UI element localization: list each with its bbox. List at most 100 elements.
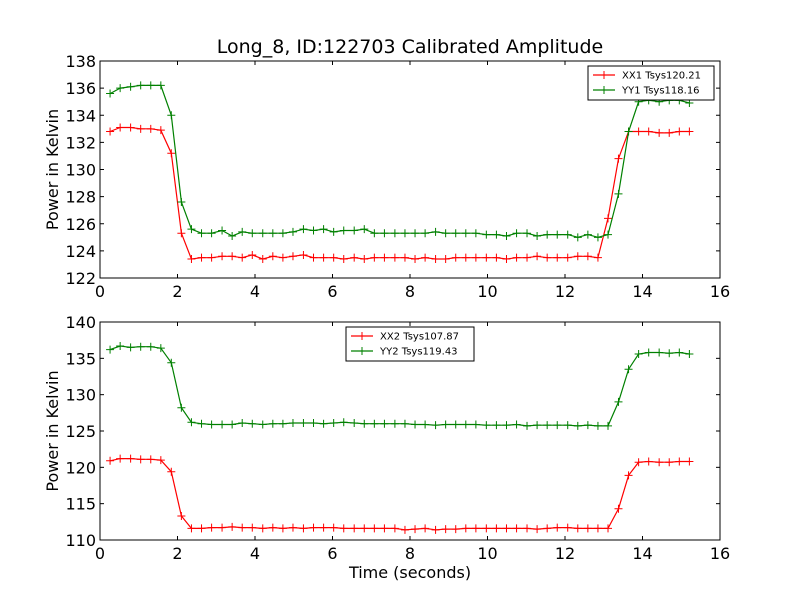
data-point [583,524,592,533]
data-point [106,456,115,465]
data-point [411,229,420,238]
data-point [380,524,389,533]
data-point [675,127,684,136]
data-point [197,419,206,428]
data-point [177,403,186,412]
data-point [218,523,227,532]
data-point [126,454,135,463]
data-point [441,525,450,534]
data-point [400,525,409,534]
y-tick-label: 128 [65,188,96,207]
data-point [380,253,389,262]
data-point [411,255,420,264]
data-point [634,349,643,358]
data-point [218,252,227,261]
x-tick-label: 2 [172,544,182,563]
data-point [309,226,318,235]
data-point [339,255,348,264]
data-point [136,81,145,90]
data-point [573,524,582,533]
data-point [573,233,582,242]
data-point [502,421,511,430]
data-point [380,419,389,428]
data-point [106,345,115,354]
data-point [248,419,257,428]
data-point [309,419,318,428]
data-point [167,111,176,120]
data-point [644,127,653,136]
series-1 [106,123,694,264]
chart-title: Long_8, ID:122703 Calibrated Amplitude [217,36,603,58]
data-point [421,253,430,262]
data-point [339,226,348,235]
legend: XX1 Tsys120.21 YY1 Tsys118.16 [587,65,715,101]
data-point [360,255,369,264]
data-point [471,253,480,262]
x-tick-label: 0 [95,282,105,301]
data-point [299,250,308,259]
x-tick-label: 4 [250,282,260,301]
x-tick-label: 10 [477,282,497,301]
legend: XX2 Tsys107.87 YY2 Tsys119.43 [345,326,475,362]
data-point [634,127,643,136]
data-point [146,342,155,351]
data-point [197,229,206,238]
data-point [563,253,572,262]
data-point [492,253,501,262]
data-point [248,229,257,238]
data-point [614,154,623,163]
data-point [278,229,287,238]
data-point [360,225,369,234]
data-point [411,420,420,429]
data-point [319,523,328,532]
legend-marker [358,347,366,355]
series-2 [106,341,694,430]
data-point [675,457,684,466]
data-point [258,255,267,264]
x-tick-label: 12 [555,282,575,301]
data-point [319,225,328,234]
data-point [360,419,369,428]
data-point [593,421,602,430]
data-point [685,349,694,358]
data-point [583,421,592,430]
data-point [319,253,328,262]
data-point [411,525,420,534]
data-point [675,348,684,357]
x-tick-label: 6 [327,282,337,301]
data-point [146,81,155,90]
data-point [106,127,115,136]
x-axis-label: Time (seconds) [348,563,471,582]
data-point [441,255,450,264]
series-line [109,84,690,238]
data-point [482,524,491,533]
subplot-1: 0 2 4 6 8 10 12 14 16 122 124 126 128 130 132 134 136 138… [43,52,730,301]
data-point [319,419,328,428]
y-tick-label: 130 [65,161,96,180]
data-point [268,523,277,532]
data-point [644,457,653,466]
data-point [350,419,359,428]
data-point [360,524,369,533]
series-line [109,458,690,531]
x-tick-label: 2 [172,282,182,301]
data-point [655,458,664,467]
data-point [614,504,623,513]
data-point [156,126,165,135]
data-point [523,253,532,262]
y-tick-label: 122 [65,269,96,288]
data-point [492,421,501,430]
x-tick-label: 8 [405,282,415,301]
data-point [593,253,602,262]
data-point [339,524,348,533]
data-point [563,230,572,239]
data-point [278,253,287,262]
data-point [502,524,511,533]
data-point [502,231,511,240]
data-point [146,455,155,464]
x-tick-label: 0 [95,544,105,563]
x-tick-label: 14 [632,544,652,563]
data-point [655,348,664,357]
y-axis-label: Power in Kelvin [43,109,62,230]
data-point [167,467,176,476]
